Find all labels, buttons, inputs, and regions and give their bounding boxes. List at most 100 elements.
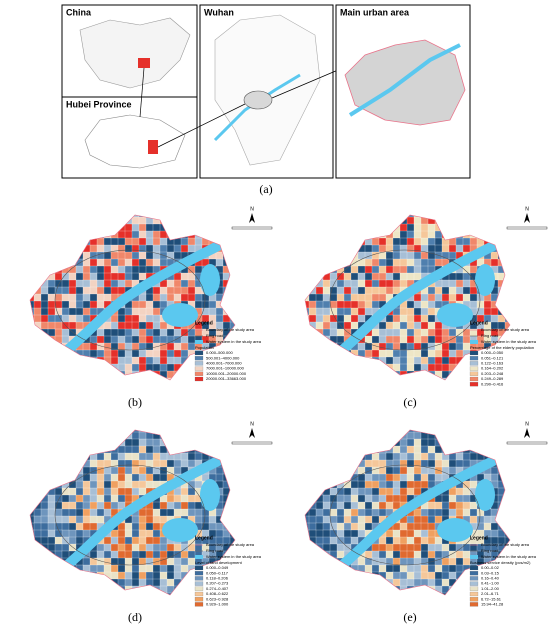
district bbox=[110, 215, 119, 218]
district bbox=[166, 293, 175, 302]
district bbox=[61, 522, 70, 531]
district bbox=[61, 328, 70, 337]
district bbox=[490, 473, 499, 482]
district bbox=[124, 459, 133, 468]
district bbox=[75, 244, 84, 253]
district bbox=[322, 370, 331, 379]
district bbox=[187, 265, 196, 274]
district bbox=[173, 557, 182, 566]
district bbox=[237, 453, 244, 460]
district bbox=[378, 487, 387, 496]
district bbox=[54, 342, 63, 351]
district bbox=[455, 377, 464, 380]
district bbox=[47, 438, 56, 447]
district bbox=[392, 342, 401, 351]
district bbox=[329, 342, 338, 351]
district bbox=[61, 300, 70, 309]
north-arrow bbox=[524, 428, 530, 438]
district bbox=[47, 251, 56, 260]
district bbox=[413, 480, 422, 489]
district bbox=[350, 293, 359, 302]
district bbox=[512, 308, 519, 315]
district bbox=[180, 592, 189, 595]
district bbox=[82, 592, 91, 595]
district bbox=[455, 487, 464, 496]
district bbox=[47, 314, 56, 323]
district bbox=[420, 557, 429, 566]
district bbox=[305, 430, 310, 433]
district bbox=[47, 223, 56, 232]
district bbox=[180, 335, 189, 344]
district bbox=[469, 501, 478, 510]
district bbox=[138, 265, 147, 274]
district bbox=[392, 272, 401, 281]
district bbox=[504, 279, 510, 288]
district bbox=[399, 272, 408, 281]
district bbox=[215, 258, 224, 267]
district bbox=[392, 265, 401, 274]
district bbox=[68, 438, 77, 447]
district bbox=[54, 377, 63, 380]
district bbox=[371, 279, 380, 288]
district bbox=[124, 342, 133, 351]
district bbox=[399, 473, 408, 482]
district bbox=[385, 480, 394, 489]
district bbox=[187, 356, 196, 365]
district bbox=[244, 565, 251, 572]
district bbox=[89, 578, 98, 587]
district bbox=[173, 293, 182, 302]
district bbox=[110, 543, 119, 552]
district bbox=[75, 438, 84, 447]
legend-swatch bbox=[194, 376, 204, 382]
district bbox=[350, 370, 359, 379]
district bbox=[244, 259, 251, 266]
district bbox=[512, 378, 519, 385]
district bbox=[350, 244, 359, 253]
district bbox=[512, 460, 519, 467]
district bbox=[33, 466, 42, 475]
district bbox=[295, 343, 302, 350]
legend-title: Legend bbox=[470, 535, 488, 541]
district bbox=[110, 438, 119, 447]
district bbox=[20, 210, 27, 217]
district bbox=[364, 215, 373, 218]
district bbox=[476, 445, 485, 454]
district bbox=[295, 565, 302, 572]
district bbox=[194, 515, 203, 524]
district bbox=[315, 335, 324, 344]
district bbox=[455, 557, 464, 566]
district bbox=[61, 501, 70, 510]
panel-label: (e) bbox=[403, 610, 416, 624]
district bbox=[336, 452, 345, 461]
district bbox=[117, 592, 126, 595]
district bbox=[420, 515, 429, 524]
district bbox=[305, 438, 310, 447]
district bbox=[54, 265, 63, 274]
district bbox=[406, 480, 415, 489]
district bbox=[350, 501, 359, 510]
district bbox=[308, 452, 317, 461]
district bbox=[406, 363, 415, 372]
district bbox=[413, 452, 422, 461]
district bbox=[455, 293, 464, 302]
district bbox=[448, 571, 457, 580]
district bbox=[47, 279, 56, 288]
district bbox=[329, 578, 338, 587]
district bbox=[68, 536, 77, 545]
district bbox=[305, 356, 310, 365]
district bbox=[61, 244, 70, 253]
district bbox=[413, 466, 422, 475]
district bbox=[336, 431, 345, 440]
district bbox=[166, 445, 175, 454]
district bbox=[441, 430, 450, 433]
district bbox=[519, 530, 526, 537]
district bbox=[33, 487, 42, 496]
district bbox=[124, 543, 133, 552]
district bbox=[406, 466, 415, 475]
district bbox=[244, 453, 251, 460]
district bbox=[145, 543, 154, 552]
district bbox=[61, 223, 70, 232]
district bbox=[244, 266, 251, 273]
district bbox=[448, 501, 457, 510]
district bbox=[329, 370, 338, 379]
